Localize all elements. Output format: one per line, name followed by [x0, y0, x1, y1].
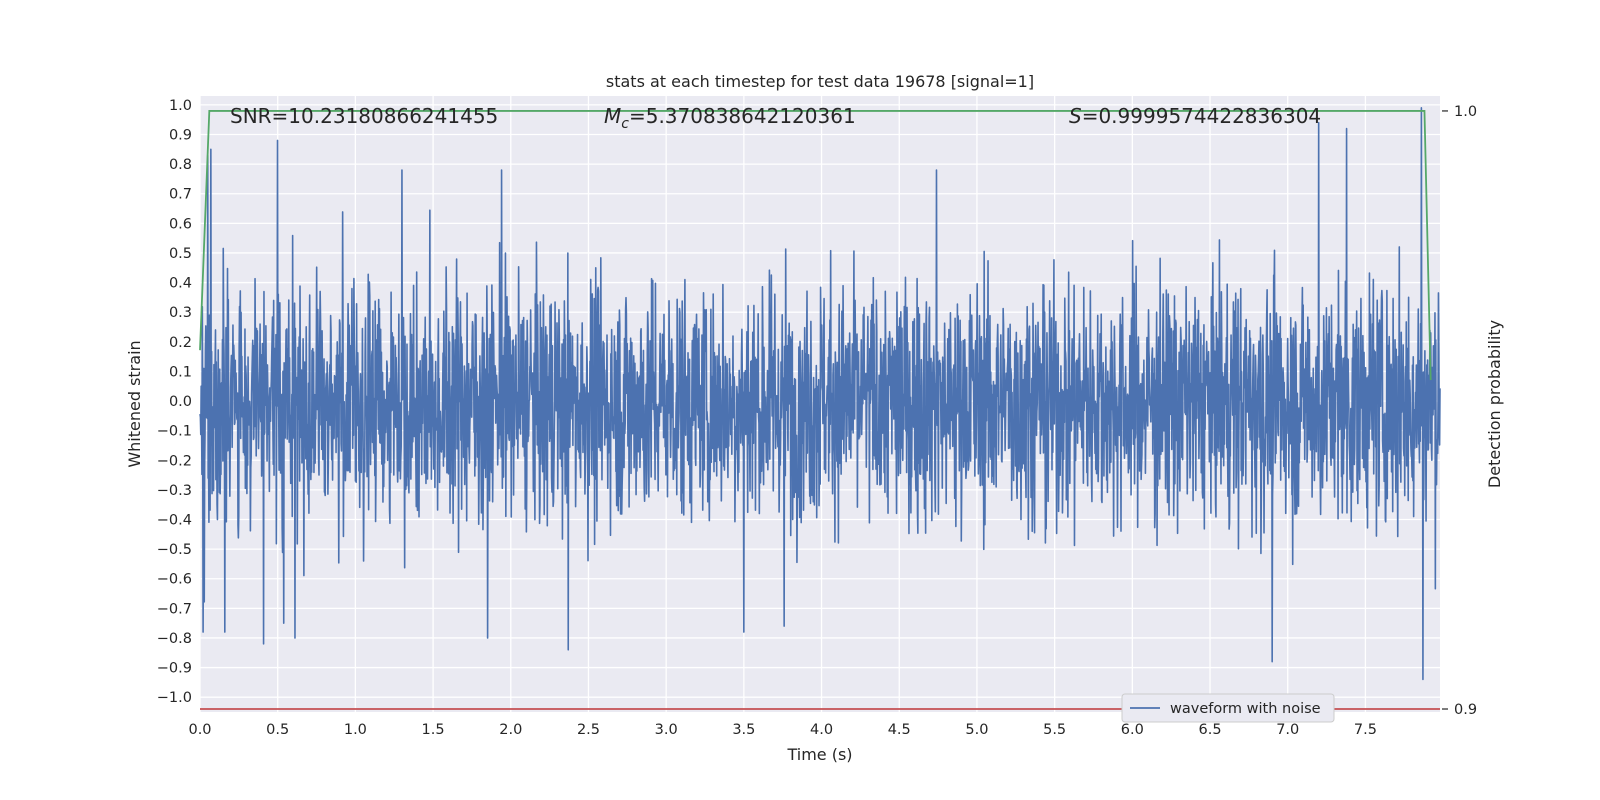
s-symbol: S: [1069, 104, 1082, 128]
y-right-tick-label: 0.9: [1454, 702, 1477, 718]
x-tick-label: 7.5: [1354, 722, 1377, 738]
x-tick-label: 1.5: [422, 722, 445, 738]
mc-subscript: c: [621, 116, 629, 132]
x-tick-label: 0.5: [266, 722, 289, 738]
x-tick-label: 1.0: [344, 722, 367, 738]
mc-symbol: M: [604, 104, 621, 128]
y-tick-label: 0.6: [169, 216, 192, 232]
y-axis-right-label: Detection probability: [1485, 320, 1504, 488]
y-tick-label: −0.9: [157, 661, 192, 677]
x-tick-label: 0.0: [188, 722, 211, 738]
mc-annotation: Mc=5.370838642120361: [604, 104, 856, 132]
y-tick-label: 0.3: [169, 305, 192, 321]
y-tick-label: −0.2: [157, 453, 192, 469]
y-tick-label: −0.8: [157, 631, 192, 647]
s-annotation: S=0.9999574422836304: [1069, 104, 1321, 128]
y-tick-label: −0.5: [157, 542, 192, 558]
legend: waveform with noise: [1121, 693, 1335, 723]
x-tick-label: 5.0: [965, 722, 988, 738]
legend-box: [1121, 693, 1335, 723]
y-tick-label: −0.3: [157, 483, 192, 499]
y-tick-label: 1.0: [169, 98, 192, 114]
x-tick-label: 2.0: [499, 722, 522, 738]
y-tick-label: 0.1: [169, 364, 192, 380]
y-tick-label: 0.2: [169, 335, 192, 351]
s-value: =0.9999574422836304: [1082, 104, 1321, 128]
x-axis-label: Time (s): [786, 745, 852, 764]
y-tick-label: 0.5: [169, 246, 192, 262]
y-axis-label: Whitened strain: [125, 340, 144, 467]
x-tick-label: 4.0: [810, 722, 833, 738]
x-tick-label: 6.0: [1121, 722, 1144, 738]
y-tick-label: 0.9: [169, 128, 192, 144]
x-tick-label: 2.5: [577, 722, 600, 738]
waveform-series: [199, 107, 1441, 681]
y-tick-label: 0.0: [169, 394, 192, 410]
chart-title: stats at each timestep for test data 196…: [606, 72, 1034, 91]
mc-value: =5.370838642120361: [629, 104, 856, 128]
x-tick-label: 3.5: [732, 722, 755, 738]
ticks: 0.0 0.5 1.0 1.5 2.0 2.5 3.0 3.5 4.0 4.5 5.0 5.5 6.0 6…: [157, 98, 1477, 738]
x-tick-label: 5.5: [1043, 722, 1066, 738]
x-tick-label: 3.0: [655, 722, 678, 738]
snr-annotation: SNR=10.23180866241455: [230, 104, 498, 128]
x-tick-label: 6.5: [1198, 722, 1221, 738]
y-tick-label: 0.7: [169, 187, 192, 203]
y-tick-label: −1.0: [157, 690, 192, 706]
x-tick-label: 7.0: [1276, 722, 1299, 738]
y-tick-label: −0.7: [157, 601, 192, 617]
y-tick-label: −0.4: [157, 513, 192, 529]
legend-label: waveform with noise: [1170, 701, 1321, 717]
y-right-tick-label: 1.0: [1454, 104, 1477, 120]
detection-probability-line: [199, 110, 1432, 381]
y-tick-label: 0.4: [169, 276, 192, 292]
y-tick-label: −0.6: [157, 572, 192, 588]
y-tick-label: −0.1: [157, 424, 192, 440]
x-tick-label: 4.5: [888, 722, 911, 738]
waveform-line: [199, 107, 1441, 681]
y-tick-label: 0.8: [169, 157, 192, 173]
